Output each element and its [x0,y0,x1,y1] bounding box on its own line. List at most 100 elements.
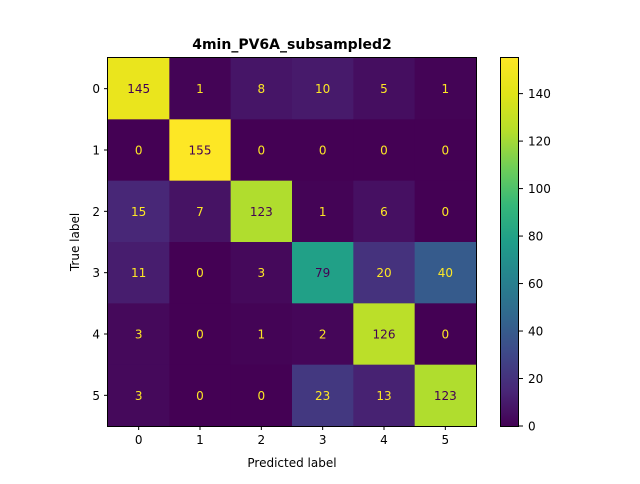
heatmap-cell [108,303,170,366]
y-tick-label: 0 [92,82,100,96]
cell-value-label: 1 [258,328,266,342]
heatmap-cell [230,119,293,182]
heatmap-cell [108,180,170,243]
cell-value-label: 0 [196,266,204,280]
cell-value-label: 0 [442,328,450,342]
colorbar-tick-label: 0 [528,420,536,434]
heatmap-cell [108,242,170,304]
cell-value-label: 13 [376,389,391,403]
heatmap-cell [414,303,477,366]
y-axis-label: True label [68,213,82,272]
cell-value-label: 155 [189,144,212,158]
cell-value-label: 126 [373,328,396,342]
cell-value-label: 123 [434,389,457,403]
colorbar-tick-label: 80 [528,230,543,244]
cell-value-label: 0 [319,144,327,158]
heatmap-cell [292,58,354,120]
y-tick-label: 3 [92,266,100,280]
heatmap-cell [414,364,477,427]
x-axis-label: Predicted label [247,456,336,470]
heatmap-cell [353,364,416,427]
heatmap-cell [292,303,354,366]
heatmap-cell [108,364,170,427]
y-tick-label: 1 [92,144,100,158]
cell-value-label: 123 [250,205,273,219]
heatmap-cell [169,364,232,427]
heatmap-cell [230,303,293,366]
cell-value-label: 5 [380,82,388,96]
cell-value-label: 0 [442,205,450,219]
colorbar [500,57,519,427]
cell-value-label: 1 [196,82,204,96]
cell-value-label: 8 [258,82,266,96]
plot-frame [107,57,477,427]
x-tick-label: 4 [380,433,388,447]
cell-value-label: 1 [319,205,327,219]
colorbar-ticks: 0 20 40 60 80 100 120 140 [519,87,551,434]
heatmap-cell [108,119,170,182]
colorbar-tick-label: 140 [528,87,551,101]
heatmap-cell [353,303,416,366]
heatmap-cell [169,180,232,243]
heatmap-cells: 145 1 8 10 5 10 155 0 0 0 015 7 123 1 6 011 0 3 79 20 403 0 1 2… [108,58,477,427]
cell-value-label: 40 [438,266,453,280]
y-axis-ticks: 0 1 2 3 4 5 [92,82,108,403]
heatmap-cell [292,242,354,304]
cell-value-label: 0 [258,144,266,158]
heatmap-cell [169,242,232,304]
heatmap-cell [353,119,416,182]
cell-value-label: 2 [319,328,327,342]
heatmap-cell [292,364,354,427]
heatmap-cell [169,58,232,120]
heatmap-cell [292,119,354,182]
cell-value-label: 20 [376,266,391,280]
cell-value-label: 79 [315,266,330,280]
x-axis-ticks: 0 1 2 3 4 5 [135,426,449,447]
colorbar-tick-label: 100 [528,182,551,196]
x-tick-label: 5 [442,433,450,447]
cell-value-label: 3 [135,389,143,403]
cell-value-label: 7 [196,205,204,219]
heatmap-cell [230,364,293,427]
cell-value-label: 6 [380,205,388,219]
heatmap-cell [414,242,477,304]
heatmap-cell [230,242,293,304]
colorbar-tick-label: 120 [528,135,551,149]
heatmap-cell [414,58,477,120]
y-tick-label: 2 [92,205,100,219]
cell-value-label: 15 [131,205,146,219]
heatmap-cell [169,303,232,366]
heatmap-cell [353,180,416,243]
x-tick-label: 3 [319,433,327,447]
cell-value-label: 3 [258,266,266,280]
chart-title: 4min_PV6A_subsampled2 [192,37,392,53]
heatmap-cell [230,58,293,120]
cell-value-label: 11 [131,266,146,280]
cell-value-label: 1 [442,82,450,96]
x-tick-label: 1 [196,433,204,447]
heatmap-cell [292,180,354,243]
heatmap-cell [353,58,416,120]
heatmap-cell [230,180,293,243]
heatmap-cell [414,119,477,182]
cell-value-label: 0 [258,389,266,403]
y-tick-label: 4 [92,328,100,342]
cell-value-label: 10 [315,82,330,96]
colorbar-tick-label: 40 [528,325,543,339]
colorbar-tick-label: 60 [528,277,543,291]
colorbar-tick-label: 20 [528,372,543,386]
heatmap-cell [414,180,477,243]
heatmap-cell [108,58,170,120]
cell-value-label: 3 [135,328,143,342]
heatmap-cell [353,242,416,304]
cell-value-label: 0 [196,328,204,342]
cell-value-label: 23 [315,389,330,403]
cell-value-label: 145 [127,82,150,96]
y-tick-label: 5 [92,389,100,403]
cell-value-label: 0 [196,389,204,403]
cell-value-label: 0 [135,144,143,158]
heatmap-cell [169,119,232,182]
x-tick-label: 0 [135,433,143,447]
cell-value-label: 0 [380,144,388,158]
